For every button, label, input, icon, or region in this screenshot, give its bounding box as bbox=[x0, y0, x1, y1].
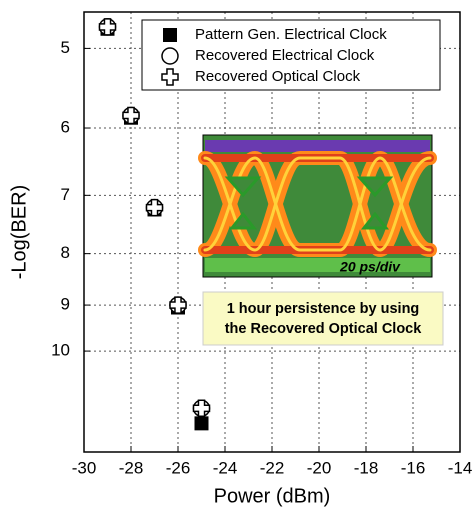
y-tick-label: 6 bbox=[61, 118, 70, 137]
y-tick-label: 8 bbox=[61, 243, 70, 262]
plot-frame bbox=[83, 11, 461, 453]
x-axis-label: Power (dBm) bbox=[214, 485, 331, 507]
marker-cross bbox=[192, 399, 211, 418]
annotation-line: the Recovered Optical Clock bbox=[225, 321, 423, 337]
y-tick-label: 9 bbox=[61, 295, 70, 314]
marker-circle bbox=[161, 47, 179, 65]
legend: Pattern Gen. Electrical Clock Recovered E… bbox=[141, 19, 441, 91]
eye-diagram: 20 ps/div bbox=[198, 134, 437, 278]
marker-square bbox=[163, 28, 177, 42]
marker-cross bbox=[161, 68, 179, 86]
eye-traces bbox=[198, 150, 437, 258]
x-tick-label: -18 bbox=[354, 458, 379, 477]
marker-cross bbox=[169, 296, 187, 314]
x-tick-label: -24 bbox=[213, 458, 238, 477]
inset-label: 20 ps/div bbox=[339, 259, 401, 275]
eye-band bbox=[205, 140, 430, 152]
x-tick-label: -26 bbox=[166, 458, 191, 477]
x-tick-label: -14 bbox=[448, 458, 473, 477]
legend-label: Recovered Optical Clock bbox=[195, 68, 361, 85]
x-tick-label: -30 bbox=[72, 458, 97, 477]
marker-cross bbox=[98, 18, 117, 36]
annotation-line: 1 hour persistence by using bbox=[227, 301, 420, 317]
x-tick-label: -16 bbox=[401, 458, 426, 477]
x-tick-label: -20 bbox=[307, 458, 332, 477]
annotation-box: 1 hour persistence by using the Recovere… bbox=[202, 291, 444, 346]
y-tick-label: 5 bbox=[61, 38, 70, 57]
x-tick-label: -22 bbox=[260, 458, 285, 477]
legend-label: Pattern Gen. Electrical Clock bbox=[195, 26, 387, 43]
legend-label: Recovered Electrical Clock bbox=[195, 47, 375, 64]
marker-cross bbox=[145, 198, 164, 217]
legend-box bbox=[141, 19, 441, 91]
y-tick-label: 10 bbox=[51, 341, 70, 360]
eye-band bbox=[205, 258, 430, 272]
marker-square bbox=[194, 416, 209, 431]
data-marks bbox=[98, 18, 211, 431]
marker-cross bbox=[122, 106, 140, 125]
y-tick-label: 7 bbox=[61, 185, 70, 204]
annotation-bg bbox=[202, 291, 444, 346]
x-tick-label: -28 bbox=[119, 458, 144, 477]
y-axis-label: -Log(BER) bbox=[8, 185, 30, 279]
